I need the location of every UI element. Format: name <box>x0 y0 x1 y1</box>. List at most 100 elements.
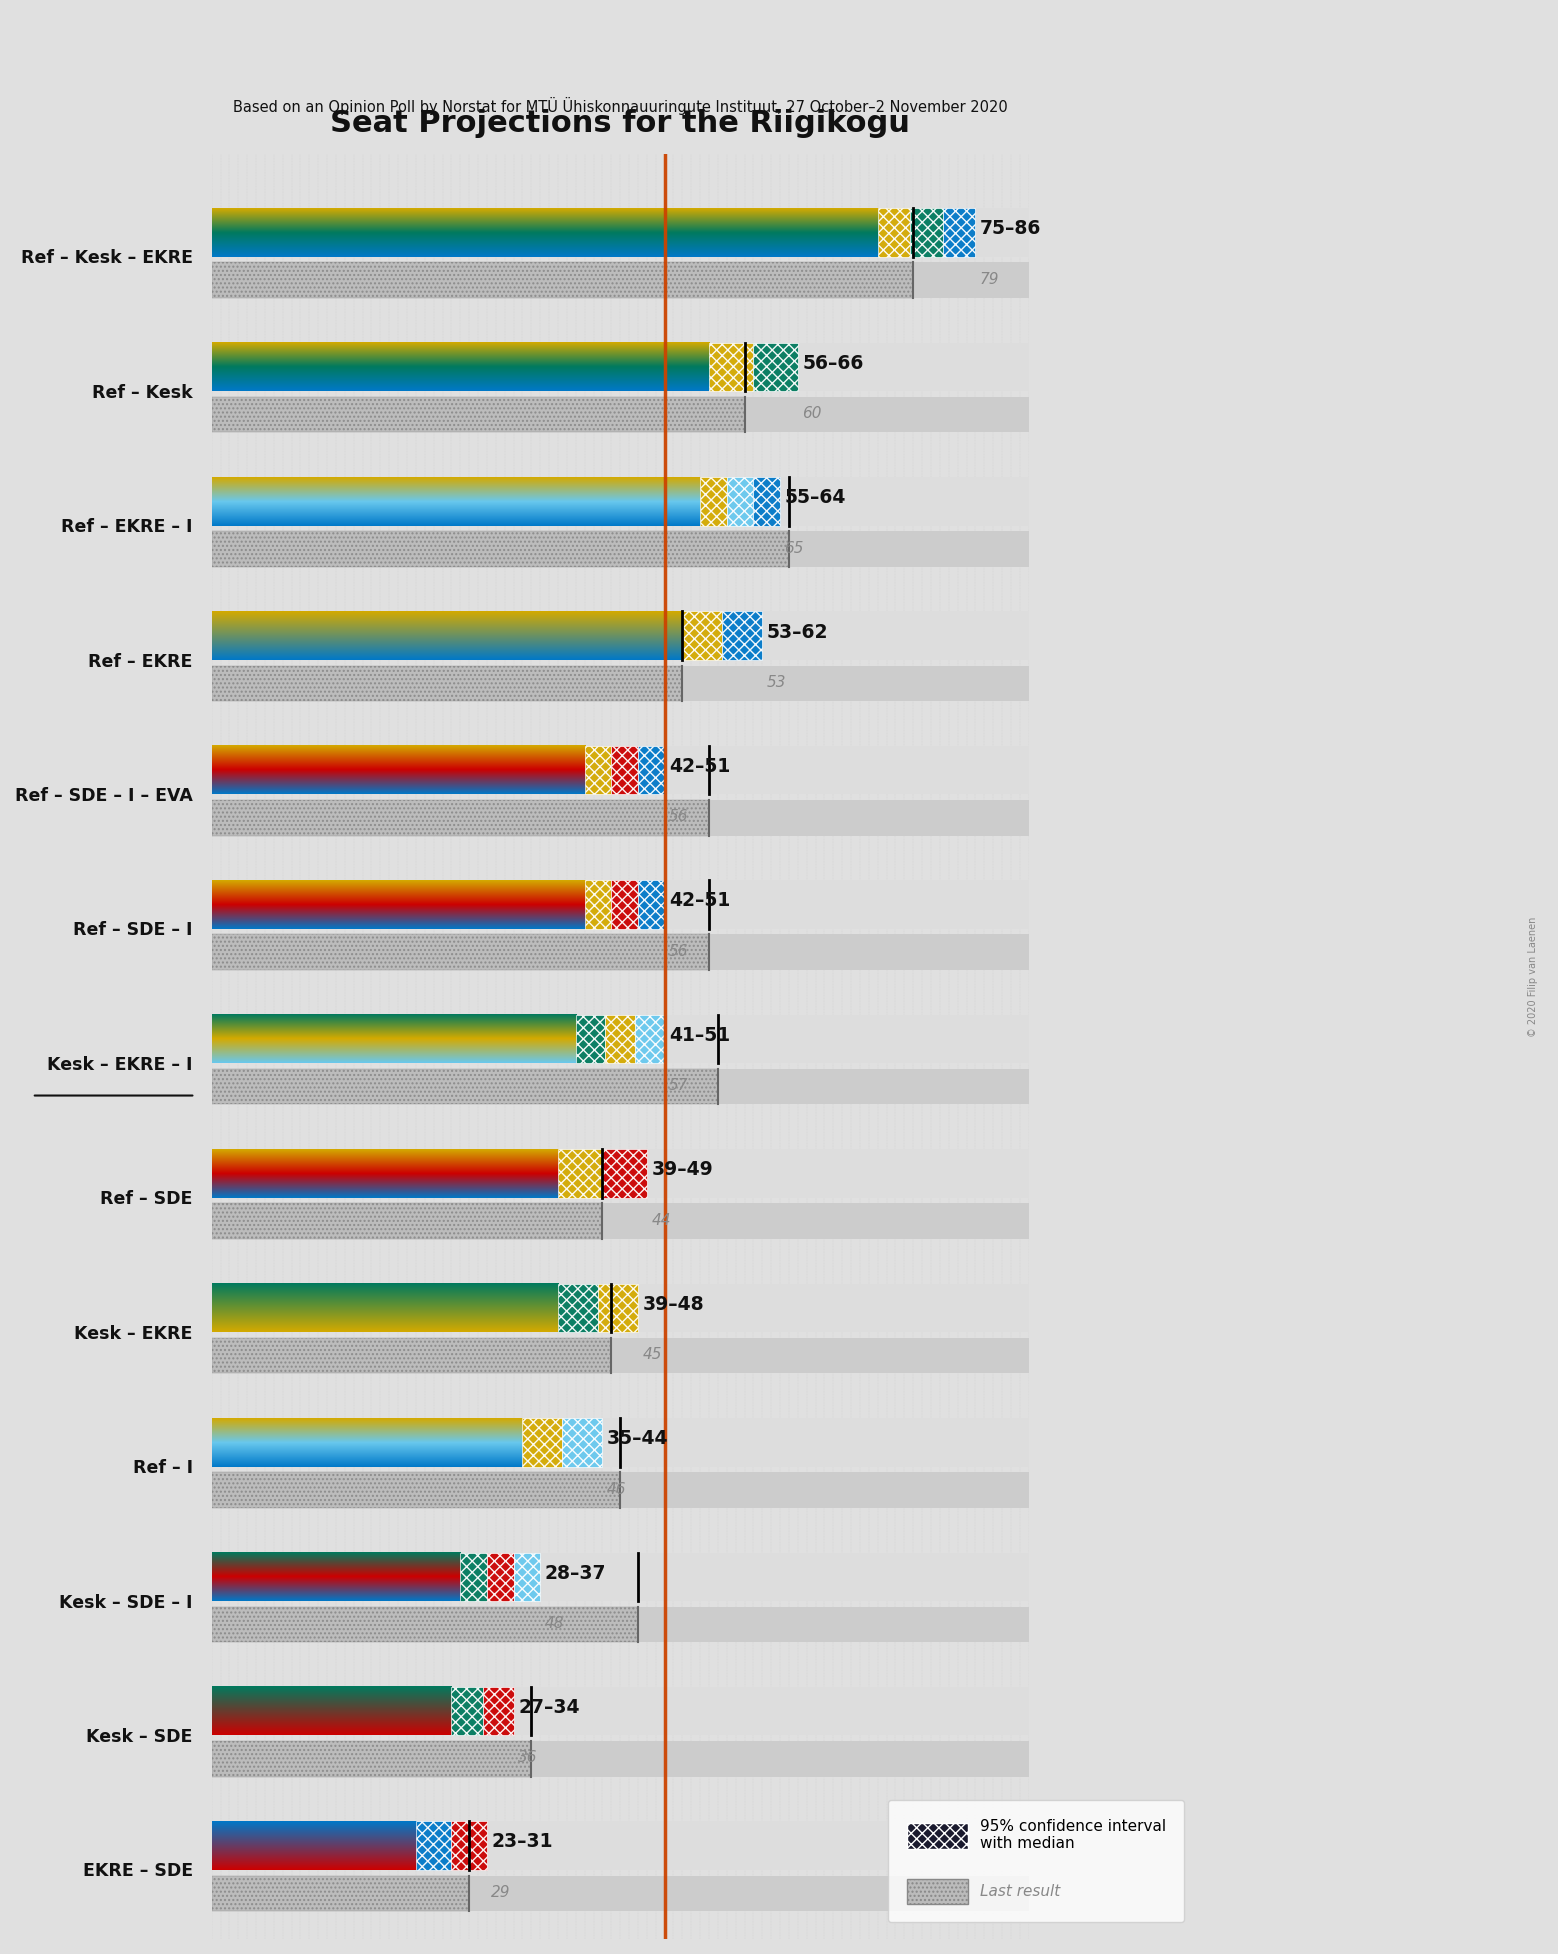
Text: © 2020 Filip van Laenen: © 2020 Filip van Laenen <box>1528 916 1538 1038</box>
Bar <box>212 799 709 836</box>
Text: 41–51: 41–51 <box>668 1026 731 1045</box>
Bar <box>603 1149 647 1198</box>
Bar <box>212 1876 469 1911</box>
Bar <box>212 612 1028 660</box>
Bar <box>212 881 1028 928</box>
Text: 28–37: 28–37 <box>545 1563 606 1583</box>
Bar <box>611 746 637 795</box>
Bar <box>212 1284 1028 1333</box>
Bar <box>682 612 723 660</box>
Text: Based on an Opinion Poll by Norstat for MTÜ Ühiskonnauuringute Instituut, 27 Oct: Based on an Opinion Poll by Norstat for … <box>232 98 1008 115</box>
Bar <box>452 1686 483 1735</box>
Bar <box>709 342 754 391</box>
Text: 23–31: 23–31 <box>491 1833 553 1850</box>
Bar <box>212 531 1028 567</box>
Text: 56: 56 <box>668 944 689 959</box>
Legend: 95% confidence interval
with median, Last result: 95% confidence interval with median, Las… <box>888 1800 1184 1923</box>
Bar <box>877 209 910 256</box>
Bar <box>584 881 611 928</box>
Bar <box>943 209 975 256</box>
Bar <box>212 1553 1028 1600</box>
Bar <box>558 1149 603 1198</box>
Bar <box>212 1821 1028 1870</box>
Text: 48: 48 <box>545 1616 564 1632</box>
Bar <box>514 1553 541 1600</box>
Bar <box>212 666 682 701</box>
Bar <box>723 612 762 660</box>
Bar <box>452 1821 488 1870</box>
Bar <box>212 1471 1028 1508</box>
Text: 46: 46 <box>608 1481 626 1497</box>
Bar <box>212 1471 620 1508</box>
Bar <box>212 746 1028 795</box>
Bar <box>637 746 665 795</box>
Bar <box>212 934 1028 969</box>
Bar <box>212 477 1028 526</box>
Title: Seat Projections for the Riigikogu: Seat Projections for the Riigikogu <box>330 109 910 139</box>
Bar <box>212 1204 603 1239</box>
Text: 39–49: 39–49 <box>651 1161 714 1180</box>
Bar <box>212 1149 1028 1198</box>
Bar <box>488 1553 514 1600</box>
Bar <box>558 1284 598 1333</box>
Bar <box>212 397 1028 432</box>
Text: 57: 57 <box>668 1079 689 1092</box>
Bar <box>584 746 611 795</box>
Text: 56: 56 <box>668 809 689 825</box>
Bar <box>212 1014 1028 1063</box>
Text: 79: 79 <box>980 272 999 287</box>
Bar <box>562 1419 603 1467</box>
Bar <box>910 209 943 256</box>
Bar <box>212 1606 637 1641</box>
Bar <box>598 1284 637 1333</box>
Bar <box>483 1686 514 1735</box>
Bar <box>637 881 665 928</box>
Bar <box>754 477 781 526</box>
Bar <box>522 1419 562 1467</box>
Bar <box>212 531 788 567</box>
Text: 42–51: 42–51 <box>668 756 731 776</box>
Text: 56–66: 56–66 <box>802 354 863 373</box>
Bar <box>212 799 1028 836</box>
Bar <box>212 262 913 297</box>
Text: 29: 29 <box>491 1886 511 1899</box>
Bar <box>212 1686 1028 1735</box>
Bar <box>212 209 1028 256</box>
Text: 53: 53 <box>767 674 787 690</box>
Bar <box>754 342 798 391</box>
Text: 60: 60 <box>802 406 821 420</box>
Bar <box>212 934 709 969</box>
Bar <box>212 1338 1028 1374</box>
Bar <box>416 1821 452 1870</box>
Text: 44: 44 <box>651 1213 671 1227</box>
Text: 35–44: 35–44 <box>608 1428 668 1448</box>
Bar <box>726 477 754 526</box>
Bar <box>576 1014 606 1063</box>
Text: 42–51: 42–51 <box>668 891 731 911</box>
Bar <box>212 666 1028 701</box>
Bar <box>212 1741 1028 1776</box>
Bar <box>212 397 745 432</box>
Bar <box>212 342 1028 391</box>
Text: 27–34: 27–34 <box>517 1698 580 1718</box>
Text: 39–48: 39–48 <box>642 1296 704 1313</box>
Bar <box>212 1338 611 1374</box>
Bar <box>212 1419 1028 1467</box>
Text: 55–64: 55–64 <box>785 488 846 508</box>
Bar <box>212 1204 1028 1239</box>
Text: 36: 36 <box>517 1751 538 1764</box>
Bar <box>212 1069 1028 1104</box>
Bar <box>606 1014 636 1063</box>
Bar <box>212 1606 1028 1641</box>
Bar <box>212 1741 531 1776</box>
Text: 53–62: 53–62 <box>767 623 829 641</box>
Bar <box>212 262 1028 297</box>
Bar <box>212 1876 1028 1911</box>
Bar <box>212 1069 718 1104</box>
Bar <box>611 881 637 928</box>
Bar <box>460 1553 488 1600</box>
Bar <box>700 477 726 526</box>
Text: 65: 65 <box>785 541 804 555</box>
Text: 45: 45 <box>642 1346 662 1362</box>
Bar <box>636 1014 665 1063</box>
